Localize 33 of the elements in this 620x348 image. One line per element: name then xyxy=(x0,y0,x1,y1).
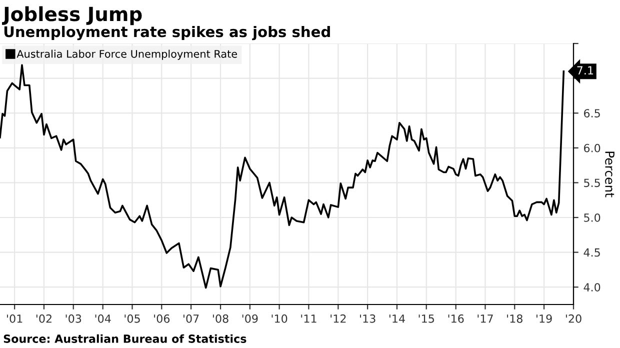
x-tick-label: '14 xyxy=(389,314,405,323)
x-tick-label: '15 xyxy=(418,314,434,323)
y-tick-label: 4.5 xyxy=(584,248,600,257)
x-tick-label: '03 xyxy=(66,314,82,323)
x-tick-label: '12 xyxy=(330,314,346,323)
x-tick-label: '01 xyxy=(7,314,22,323)
x-tick-label: '19 xyxy=(536,314,552,323)
x-tick-label: '04 xyxy=(95,314,111,323)
x-tick-label: '18 xyxy=(507,314,522,323)
x-tick-label: '05 xyxy=(124,314,140,323)
x-tick-label: '02 xyxy=(36,314,52,323)
legend-label: Australia Labor Force Unemployment Rate xyxy=(16,50,238,60)
x-tick-label: '16 xyxy=(448,314,464,323)
x-tick-label: '10 xyxy=(272,314,288,323)
line-series xyxy=(0,64,565,289)
x-tick-label: '08 xyxy=(212,314,228,323)
source-note: Source: Australian Bureau of Statistics xyxy=(4,334,246,343)
y-tick-label: 5.0 xyxy=(584,213,600,222)
chart-subtitle: Unemployment rate spikes as jobs shed xyxy=(4,26,330,40)
y-tick-label: 6.5 xyxy=(584,109,600,118)
x-tick-label: '20 xyxy=(566,314,582,323)
y-tick-label: 6.0 xyxy=(584,144,600,152)
chart-title: Jobless Jump xyxy=(2,6,142,26)
y-tick-label: 4.0 xyxy=(584,283,600,292)
y-axis-title: Percent xyxy=(605,152,614,198)
x-tick-label: '11 xyxy=(301,314,316,323)
x-tick-label: '13 xyxy=(360,314,376,323)
x-tick-label: '17 xyxy=(478,314,493,323)
annotation: 7.1 xyxy=(577,66,594,74)
y-tick-label: 5.5 xyxy=(584,178,600,188)
x-tick-label: '09 xyxy=(242,314,258,323)
x-tick-label: '07 xyxy=(184,314,199,323)
x-tick-label: '06 xyxy=(154,314,170,323)
